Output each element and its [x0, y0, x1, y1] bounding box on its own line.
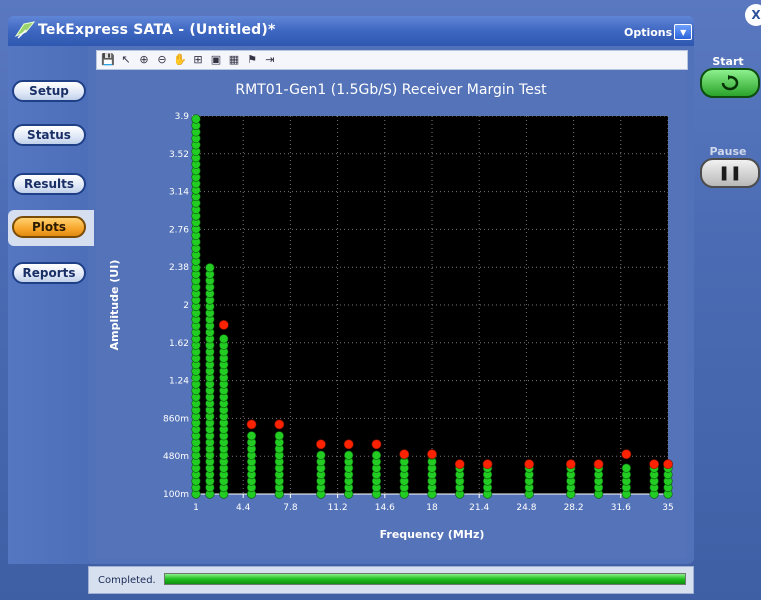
nav-status-button[interactable]: Status [12, 124, 86, 146]
select-box-icon[interactable]: ▣ [210, 53, 222, 66]
pass-point [274, 431, 284, 441]
nav-setup-button[interactable]: Setup [12, 80, 86, 102]
pass-point [246, 431, 257, 441]
refresh-icon [721, 75, 739, 91]
status-text: Completed. [98, 575, 156, 586]
fail-point [371, 439, 382, 450]
y-tick-label: 100m [163, 490, 189, 500]
pass-point [371, 450, 382, 460]
pass-point [219, 334, 229, 344]
y-tick-label: 2.76 [169, 225, 189, 235]
nav-reports-button[interactable]: Reports [12, 262, 86, 284]
chart-title: RMT01-Gen1 (1.5Gb/S) Receiver Margin Tes… [235, 82, 547, 98]
plot-toolbar: 💾 ↖ ⊕ ⊖ ✋ ⊞ ▣ ▦ ⚑ ⇥ [96, 50, 688, 70]
x-axis-label: Frequency (MHz) [380, 528, 485, 541]
fail-point [246, 419, 257, 430]
fail-point [274, 419, 285, 430]
app-title: TekExpress SATA - (Untitled)* [38, 22, 276, 38]
fail-point [565, 459, 576, 470]
x-tick-label: 14.6 [375, 503, 395, 513]
x-tick-label: 18 [426, 503, 438, 513]
pass-point [205, 263, 215, 273]
pause-label: Pause [709, 145, 747, 158]
zoom-out-icon[interactable]: ⊖ [157, 53, 167, 66]
nav-results-button[interactable]: Results [12, 173, 86, 195]
y-tick-label: 1.62 [169, 339, 189, 349]
y-axis-label: Amplitude (UI) [108, 260, 121, 351]
start-button[interactable] [700, 68, 760, 98]
start-label: Start [712, 55, 744, 68]
y-tick-label: 860m [163, 414, 189, 424]
pass-point [191, 114, 201, 124]
y-tick-label: 480m [163, 452, 189, 462]
tekexpress-logo-icon [14, 21, 36, 39]
save-icon[interactable]: 💾 [101, 53, 115, 66]
fail-point [218, 319, 229, 330]
close-button[interactable]: X [745, 4, 761, 26]
pointer-icon[interactable]: ↖ [121, 53, 131, 66]
marker-icon[interactable]: ⚑ [247, 53, 257, 66]
data-points [191, 114, 673, 499]
y-tick-label: 2 [183, 301, 189, 311]
pause-icon: ❚❚ [718, 165, 742, 181]
options-menu[interactable]: Options ▼ [624, 24, 693, 40]
fail-point [524, 459, 535, 470]
pan-hand-icon[interactable]: ✋ [173, 53, 187, 66]
fail-point [649, 459, 660, 470]
zoom-in-icon[interactable]: ⊕ [139, 53, 149, 66]
pass-point [316, 450, 326, 460]
options-label: Options [624, 25, 673, 39]
fail-point [399, 449, 410, 460]
x-tick-label: 7.8 [283, 503, 298, 513]
x-tick-label: 11.2 [328, 503, 348, 513]
fail-point [427, 449, 437, 460]
fail-point [343, 439, 354, 450]
y-tick-label: 2.38 [169, 263, 189, 273]
nav-plots-button[interactable]: Plots [12, 216, 86, 238]
pass-point [621, 463, 631, 473]
fail-point [316, 439, 326, 450]
progress-fill [165, 574, 685, 584]
x-tick-label: 31.6 [611, 503, 631, 513]
export-arrow-icon[interactable]: ⇥ [265, 53, 275, 66]
y-tick-label: 3.52 [169, 150, 189, 160]
table-icon[interactable]: ▦ [228, 53, 240, 66]
chevron-down-icon[interactable]: ▼ [674, 24, 693, 40]
x-tick-label: 4.4 [236, 503, 251, 513]
fail-point [663, 459, 673, 470]
x-tick-label: 21.4 [469, 503, 489, 513]
x-tick-label: 24.8 [516, 503, 536, 513]
y-tick-label: 3.9 [175, 112, 190, 122]
fail-point [621, 449, 632, 460]
receiver-margin-chart: 1 4.4 7.8 11.2 14.6 18 21.4 24.8 28.2 31.6 35 100m 4… [108, 112, 674, 541]
fail-point [593, 459, 604, 470]
x-tick-label: 1 [193, 503, 199, 513]
y-tick-label: 1.24 [169, 377, 189, 387]
x-tick-label: 35 [662, 503, 673, 513]
crosshair-icon[interactable]: ⊞ [193, 53, 203, 66]
pass-point [344, 450, 354, 460]
pause-button[interactable]: ❚❚ [700, 158, 760, 188]
progress-bar [164, 573, 686, 585]
title-bar [8, 16, 694, 46]
fail-point [482, 459, 493, 470]
y-tick-label: 3.14 [169, 188, 189, 198]
fail-point [454, 459, 465, 470]
x-tick-label: 28.2 [564, 503, 584, 513]
